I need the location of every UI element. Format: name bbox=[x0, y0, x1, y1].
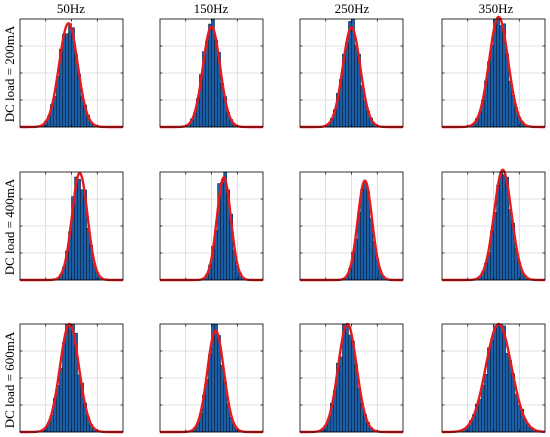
histogram-bar bbox=[496, 323, 500, 433]
fit-curve bbox=[441, 322, 546, 434]
row-label-400ma: DC load = 400mA bbox=[2, 178, 17, 275]
histogram-bar bbox=[208, 23, 212, 128]
histogram-bar bbox=[62, 342, 66, 433]
column-titles: 50Hz 150Hz 250Hz 350Hz bbox=[57, 1, 514, 16]
histogram-panel-r1-c2 bbox=[299, 171, 404, 282]
histogram-bar bbox=[360, 188, 364, 281]
histogram-bar bbox=[68, 23, 72, 128]
histogram-bar bbox=[68, 323, 72, 433]
histogram-bar bbox=[490, 339, 494, 433]
histogram-panel-r1-c0 bbox=[19, 171, 124, 282]
histogram-bar bbox=[481, 384, 485, 433]
histogram-bar bbox=[214, 323, 218, 433]
histogram-bar bbox=[502, 174, 506, 281]
column-title-350hz: 350Hz bbox=[479, 1, 514, 16]
histogram-bar bbox=[220, 364, 224, 433]
histogram-bar bbox=[59, 367, 63, 433]
row-label-200ma: DC load = 200mA bbox=[2, 25, 17, 122]
column-title-150hz: 150Hz bbox=[194, 1, 229, 16]
histogram-panels bbox=[19, 15, 546, 434]
histogram-bar bbox=[363, 182, 367, 281]
histogram-panel-r2-c1 bbox=[159, 323, 264, 434]
histogram-bar bbox=[484, 374, 488, 433]
histogram-bar bbox=[339, 356, 343, 433]
histogram-panel-r0-c2 bbox=[299, 18, 404, 129]
histogram-bar bbox=[77, 374, 81, 433]
column-title-50hz: 50Hz bbox=[57, 1, 85, 16]
histogram-bar bbox=[62, 33, 66, 128]
histogram-bar bbox=[345, 42, 349, 128]
histogram-bar bbox=[354, 44, 358, 128]
histogram-panel-r2-c0 bbox=[19, 322, 124, 434]
histogram-panel-r0-c0 bbox=[19, 18, 124, 129]
histogram-bar bbox=[65, 323, 69, 433]
histogram-bar bbox=[348, 334, 352, 433]
histogram-bar bbox=[348, 21, 352, 128]
histogram-bar bbox=[80, 189, 84, 281]
histogram-panel-r0-c3 bbox=[441, 15, 546, 129]
histogram-bar bbox=[514, 393, 518, 433]
histogram-bar bbox=[499, 323, 503, 433]
histogram-bar bbox=[65, 33, 69, 128]
column-title-250hz: 250Hz bbox=[335, 1, 370, 16]
histogram-bar bbox=[490, 45, 494, 128]
histogram-bar bbox=[505, 352, 509, 433]
histogram-panel-r0-c1 bbox=[159, 18, 264, 129]
row-label-600ma: DC load = 600mA bbox=[2, 331, 17, 428]
histogram-bar bbox=[499, 25, 503, 128]
histogram-bar bbox=[220, 182, 224, 281]
histogram-bar bbox=[499, 171, 503, 281]
histogram-bar bbox=[496, 18, 500, 128]
histogram-panel-r2-c3 bbox=[441, 322, 546, 434]
histogram-bar bbox=[345, 323, 349, 433]
histogram-panel-r1-c1 bbox=[159, 171, 264, 282]
histogram-bar bbox=[493, 325, 497, 433]
row-labels: DC load = 200mA DC load = 400mA DC load … bbox=[2, 25, 17, 428]
histogram-bar bbox=[478, 399, 482, 433]
histogram-panel-r2-c2 bbox=[299, 322, 404, 434]
histogram-bar bbox=[77, 178, 81, 281]
histogram-panel-r1-c3 bbox=[441, 168, 546, 282]
